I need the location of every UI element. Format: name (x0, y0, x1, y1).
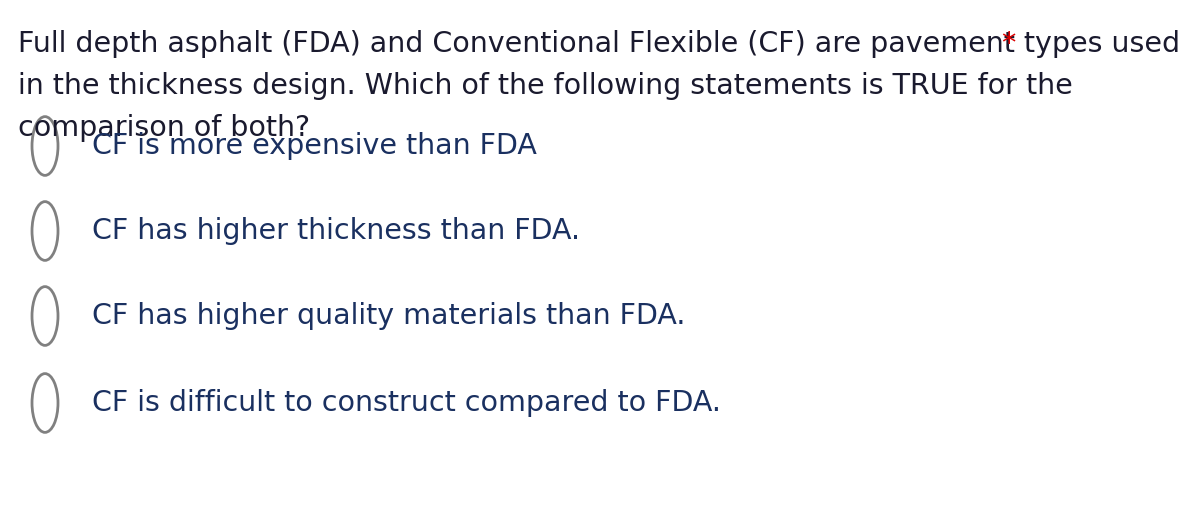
Text: CF is more expensive than FDA: CF is more expensive than FDA (92, 132, 536, 160)
Text: CF is difficult to construct compared to FDA.: CF is difficult to construct compared to… (92, 389, 721, 417)
Text: CF has higher quality materials than FDA.: CF has higher quality materials than FDA… (92, 302, 685, 330)
Text: comparison of both?: comparison of both? (18, 114, 310, 142)
Text: CF has higher thickness than FDA.: CF has higher thickness than FDA. (92, 217, 580, 245)
Text: in the thickness design. Which of the following statements is TRUE for the: in the thickness design. Which of the fo… (18, 72, 1073, 100)
Text: Full depth asphalt (FDA) and Conventional Flexible (CF) are pavement types used: Full depth asphalt (FDA) and Conventiona… (18, 30, 1180, 58)
Text: *: * (994, 30, 1016, 58)
